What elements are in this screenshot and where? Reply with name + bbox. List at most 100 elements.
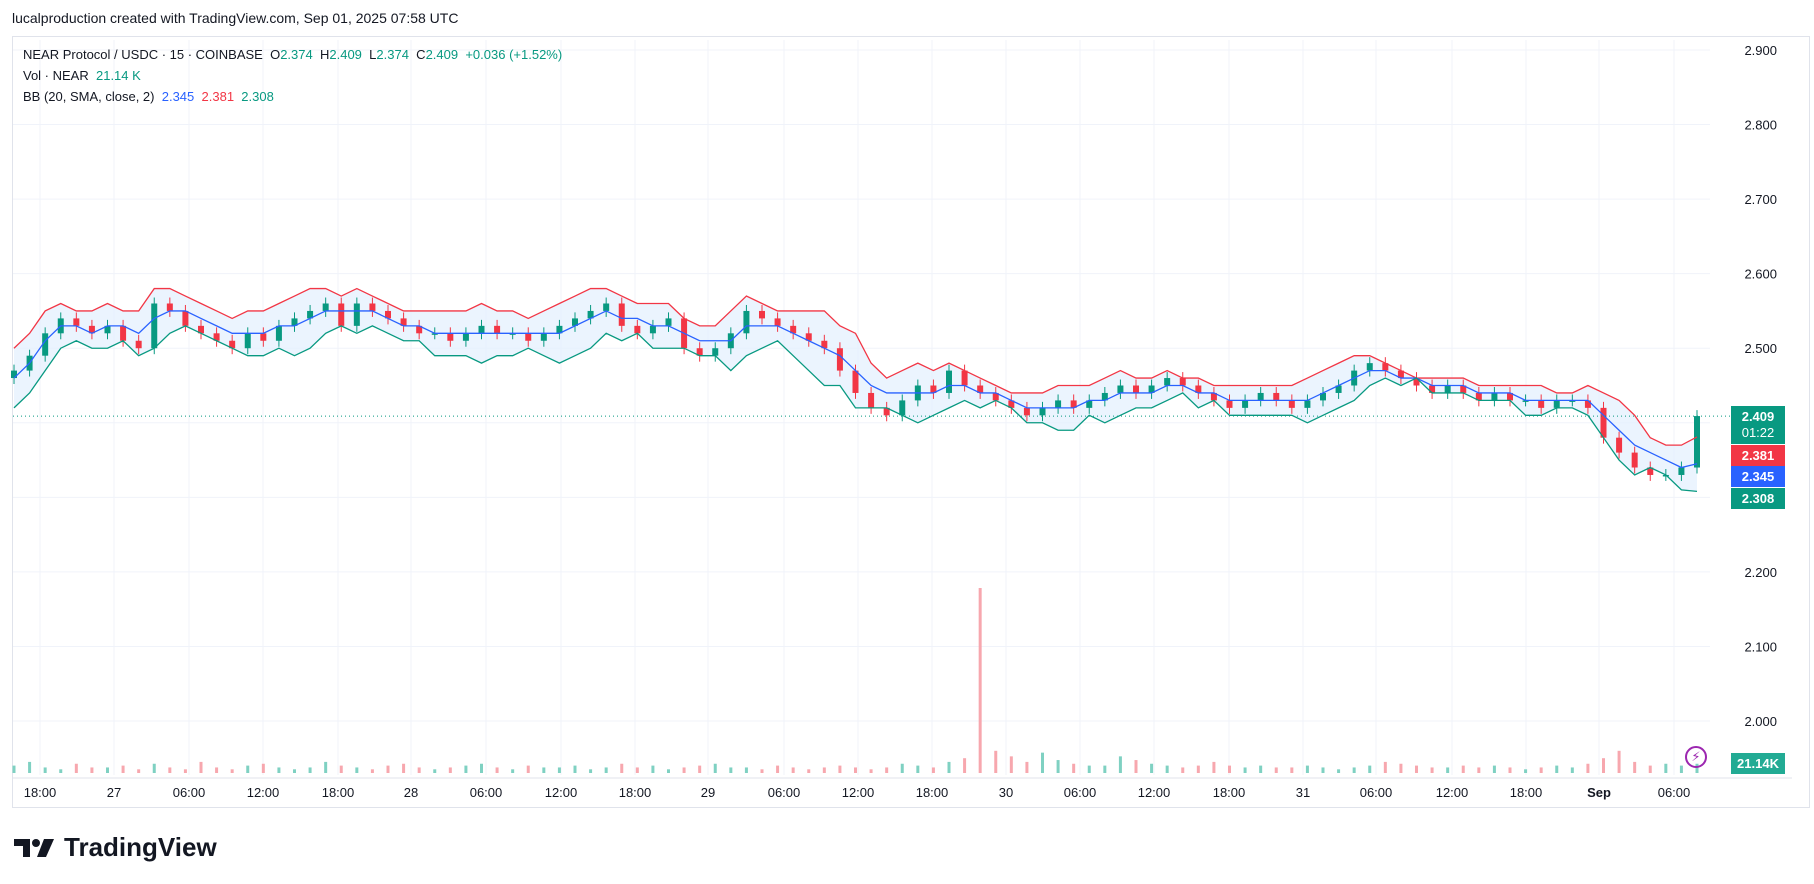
volume-label: Vol · NEAR [23,68,89,83]
time-tick-label: 12:00 [842,785,875,800]
candle-body [400,318,407,326]
time-axis[interactable]: 18:00 27 06:00 12:00 18:00 28 06:00 12:00 18:00 2… [24,785,1691,800]
volume-bar [589,769,593,773]
volume-bar [822,767,826,773]
volume-bar [791,767,795,773]
time-tick-label: 18:00 [1213,785,1246,800]
candle-body [977,385,984,393]
candle-body [291,318,298,326]
time-tick-label: 27 [107,785,121,800]
legend-volume-row[interactable]: Vol · NEAR 21.14 K [23,65,562,86]
volume-bar [1477,767,1481,773]
candle-body [946,370,952,393]
volume-bar [931,767,935,773]
bollinger-lines [13,287,1730,493]
time-tick-label: 18:00 [322,785,355,800]
volume-bar [90,767,94,773]
volume-bar [448,767,452,773]
candle-body [556,325,563,334]
volume-bar [1617,750,1621,773]
volume-bar [1555,765,1559,773]
volume-bar [12,765,16,773]
candle-body [1507,392,1513,401]
candle-body [1694,416,1700,468]
volume-bar [776,765,780,773]
candle-body [1553,400,1560,408]
price-axis[interactable]: 2.9002.8002.7002.6002.5002.4002.3002.200… [1744,43,1777,729]
candle-body [1584,400,1591,408]
volume-bar [1212,761,1216,773]
volume-bar [293,769,296,773]
volume-bar [1461,765,1465,773]
legend-bb-row[interactable]: BB (20, SMA, close, 2) 2.345 2.381 2.308 [23,86,562,107]
candle-body [1538,400,1545,408]
candle-body [572,318,578,326]
time-tick-label: 06:00 [1360,785,1393,800]
volume-bar [900,763,904,773]
volume-bar [947,761,951,773]
volume-bar [1368,765,1372,773]
candle-body [385,310,391,319]
candle-body [369,303,376,311]
price-tick-label: 2.000 [1744,714,1777,729]
symbol-name[interactable]: NEAR Protocol / USDC · 15 · COINBASE [23,47,263,62]
time-tick-label: 29 [701,785,715,800]
volume-bar [28,761,32,773]
high-value: 2.409 [329,47,362,62]
volume-bar [1539,767,1543,773]
candle-body [1133,385,1139,393]
open-value: 2.374 [280,47,313,62]
candle-body [1226,400,1233,408]
candle-body [104,325,111,334]
volume-bar [1430,767,1434,773]
candle-body [1023,407,1030,416]
volume-bar [1009,756,1013,773]
volume-bar [152,763,156,773]
volume-bar [1025,761,1029,773]
price-tick-label: 2.100 [1744,639,1777,654]
volume-bar [1383,761,1387,773]
candle-body [759,310,765,319]
candle-body [1086,400,1093,408]
volume-bar [137,769,141,773]
volume-bar [308,767,312,773]
chart-attribution: lucalproduction created with TradingView… [12,10,459,26]
high-label: H [319,47,330,62]
candle-body [790,325,797,334]
candle-body [525,333,532,341]
volume-bar [324,761,328,773]
time-tick-label: 12:00 [1436,785,1469,800]
volume-bar [168,767,172,773]
volume-bar [1150,763,1154,773]
time-tick-label: 06:00 [768,785,801,800]
candle-body [307,310,314,319]
candle-body [1522,400,1529,402]
volume-bar [916,765,920,773]
volume-bar [230,769,234,773]
candle-body [1460,385,1467,393]
lightning-icon[interactable]: ⚡ [1685,746,1707,768]
volume-bar [277,767,281,773]
candle-body [618,303,625,326]
tradingview-logo[interactable]: TradingView [14,832,217,863]
bb-upper-value: 2.381 [201,89,235,104]
chart-pane[interactable] [12,36,1810,808]
candle-body [634,325,641,334]
candle-body [696,348,703,356]
bb-upper-badge: 2.381 [1731,445,1785,466]
volume-bar [807,769,811,773]
volume-bar [1679,765,1683,773]
chart-legend: NEAR Protocol / USDC · 15 · COINBASE O2.… [23,44,562,107]
volume-bar [885,767,889,773]
volume-bar [994,750,998,773]
time-tick-label: 28 [404,785,418,800]
bb-basis-value: 2.345 [161,89,195,104]
volume-bar [573,765,577,773]
volume-bar [417,767,421,773]
candle-body [447,333,454,341]
candle-body [1101,392,1108,401]
volume-bar [1072,763,1076,773]
legend-symbol-row[interactable]: NEAR Protocol / USDC · 15 · COINBASE O2.… [23,44,562,65]
candle-body [494,325,501,334]
